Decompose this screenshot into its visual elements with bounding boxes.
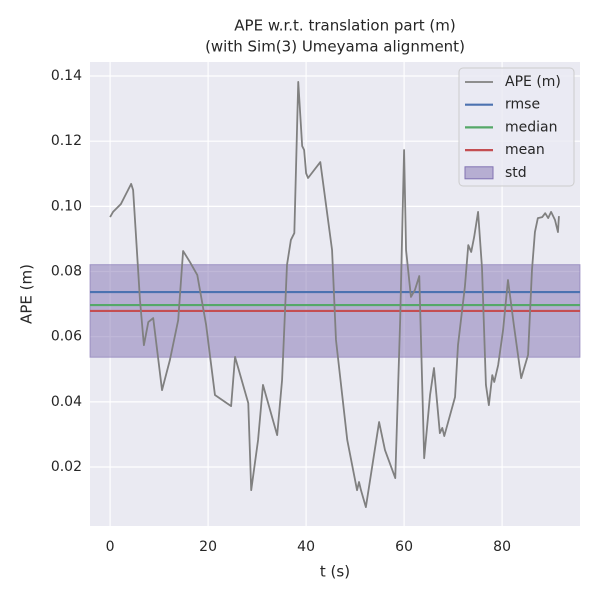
y-tick-label: 0.14 bbox=[51, 68, 82, 84]
x-tick-label: 20 bbox=[199, 539, 217, 555]
legend-label: std bbox=[505, 165, 527, 181]
plot bbox=[89, 62, 581, 526]
series-line bbox=[109, 80, 560, 508]
x-tick-label: 40 bbox=[297, 539, 315, 555]
y-tick-label: 0.12 bbox=[51, 133, 82, 149]
legend-label: mean bbox=[505, 142, 545, 158]
x-tick-label: 0 bbox=[106, 539, 115, 555]
chart-subtitle: (with Sim(3) Umeyama alignment) bbox=[205, 38, 465, 56]
legend-box bbox=[458, 67, 575, 187]
legend-label: median bbox=[505, 119, 557, 135]
legend-label: rmse bbox=[505, 97, 540, 113]
legend-label: APE (m) bbox=[505, 74, 561, 90]
y-tick-label: 0.04 bbox=[51, 394, 82, 410]
x-axis-label: t (s) bbox=[320, 563, 350, 581]
y-tick-label: 0.02 bbox=[51, 459, 82, 475]
y-tick-label: 0.06 bbox=[51, 329, 82, 345]
y-tick-label: 0.10 bbox=[51, 198, 82, 214]
legend-swatch bbox=[464, 166, 494, 180]
y-axis-label: APE (m) bbox=[18, 264, 36, 324]
y-tick-label: 0.08 bbox=[51, 264, 82, 280]
x-tick-label: 60 bbox=[395, 539, 413, 555]
chart-title: APE w.r.t. translation part (m) bbox=[234, 17, 455, 35]
x-tick-label: 80 bbox=[493, 539, 511, 555]
